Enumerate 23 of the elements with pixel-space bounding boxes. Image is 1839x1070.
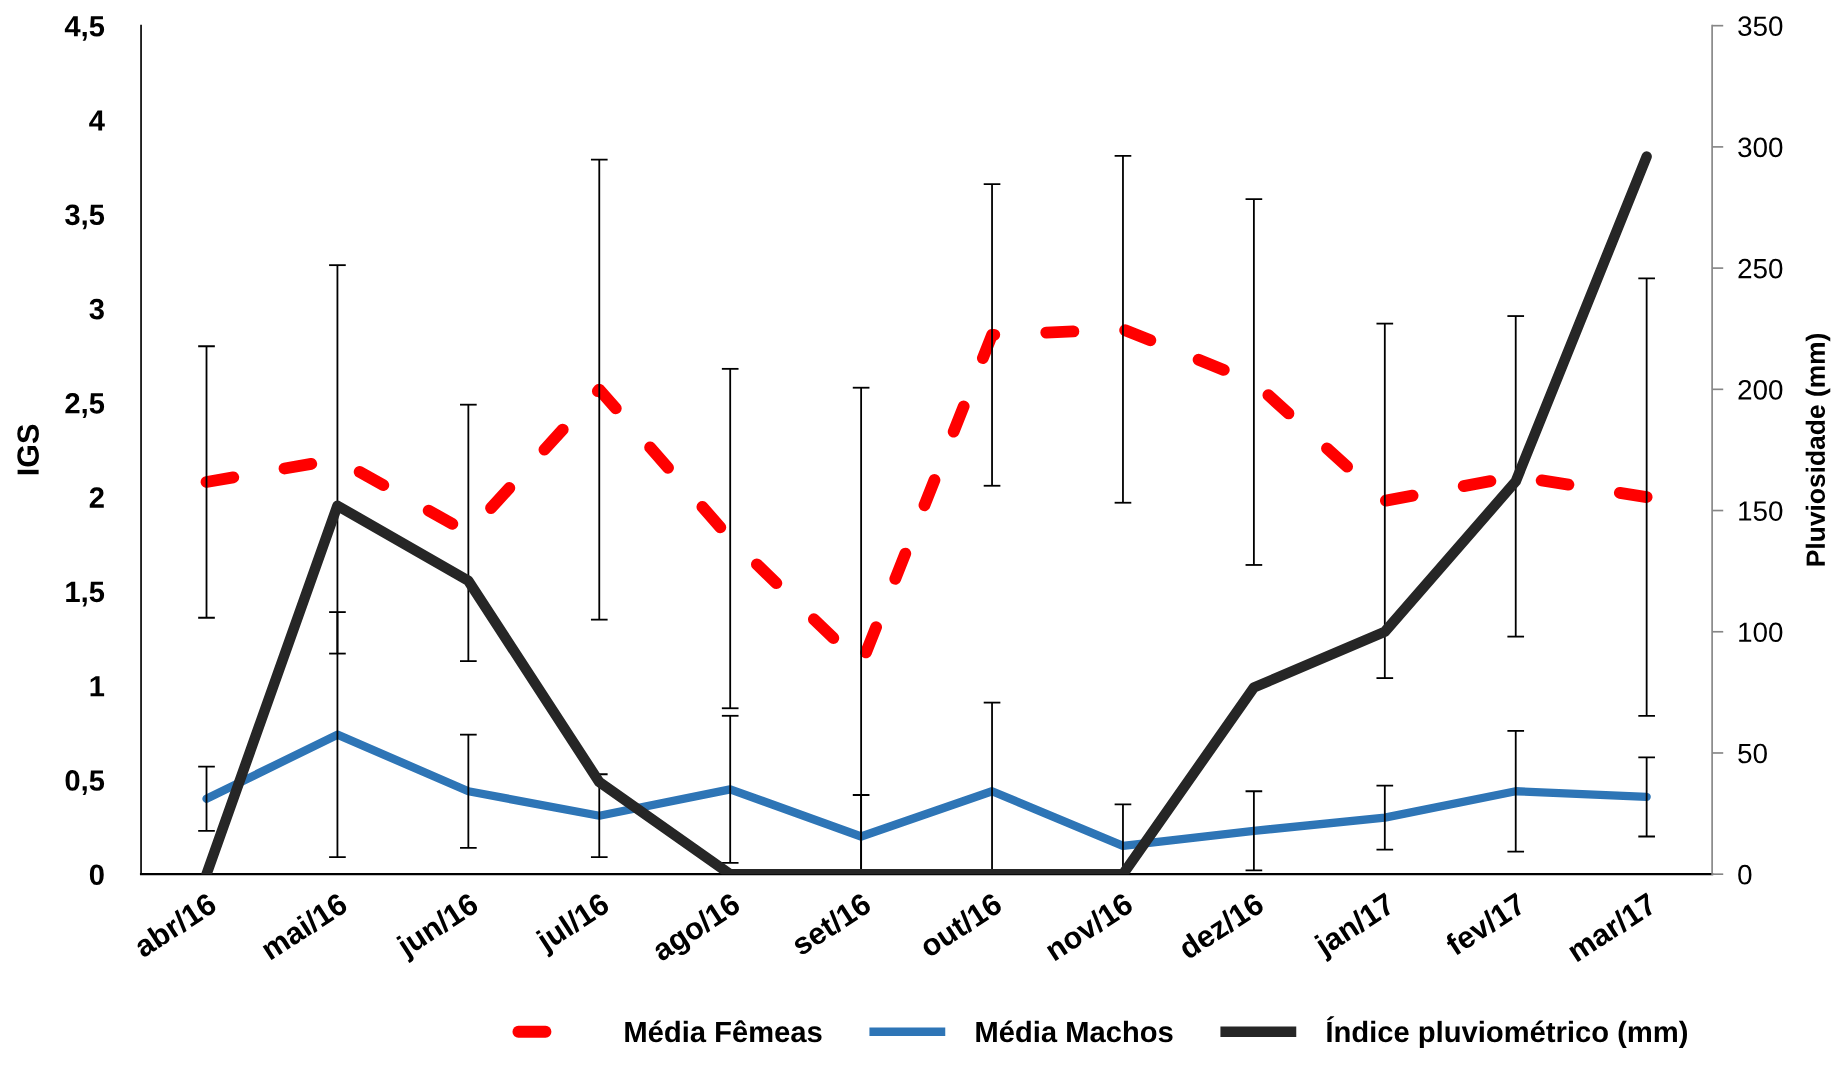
legend-label: Índice pluviométrico (mm) bbox=[1326, 1016, 1687, 1049]
y-tick-label: 3,5 bbox=[65, 204, 105, 230]
y2-axis-title: Pluviosidade (mm) bbox=[1805, 333, 1831, 566]
y2-tick-label: 250 bbox=[1738, 258, 1783, 279]
legend-label: Média Machos bbox=[976, 1020, 1173, 1043]
y2-tick-label: 100 bbox=[1739, 622, 1783, 643]
y-tick-label: 3 bbox=[89, 298, 104, 320]
y-tick-label: 0,5 bbox=[65, 770, 105, 795]
y2-tick-label: 0 bbox=[1738, 864, 1752, 885]
legend-label: Média Fêmeas bbox=[625, 1020, 822, 1043]
y-tick-label: 1,5 bbox=[66, 581, 105, 607]
y-tick-label: 2 bbox=[89, 487, 104, 508]
y-tick-label: 2,5 bbox=[65, 393, 105, 418]
y2-tick-label: 200 bbox=[1738, 380, 1783, 400]
y2-tick-label: 50 bbox=[1738, 743, 1767, 764]
y-tick-label: 0 bbox=[89, 864, 104, 886]
y2-tick-label: 350 bbox=[1738, 16, 1783, 37]
y-axis-title: IGS bbox=[17, 424, 39, 475]
y-tick-label: 4 bbox=[89, 110, 105, 131]
y2-tick-label: 300 bbox=[1738, 137, 1783, 158]
y-tick-label: 4,5 bbox=[64, 16, 105, 41]
y2-tick-label: 150 bbox=[1739, 501, 1783, 521]
y-tick-label: 1 bbox=[90, 676, 105, 697]
